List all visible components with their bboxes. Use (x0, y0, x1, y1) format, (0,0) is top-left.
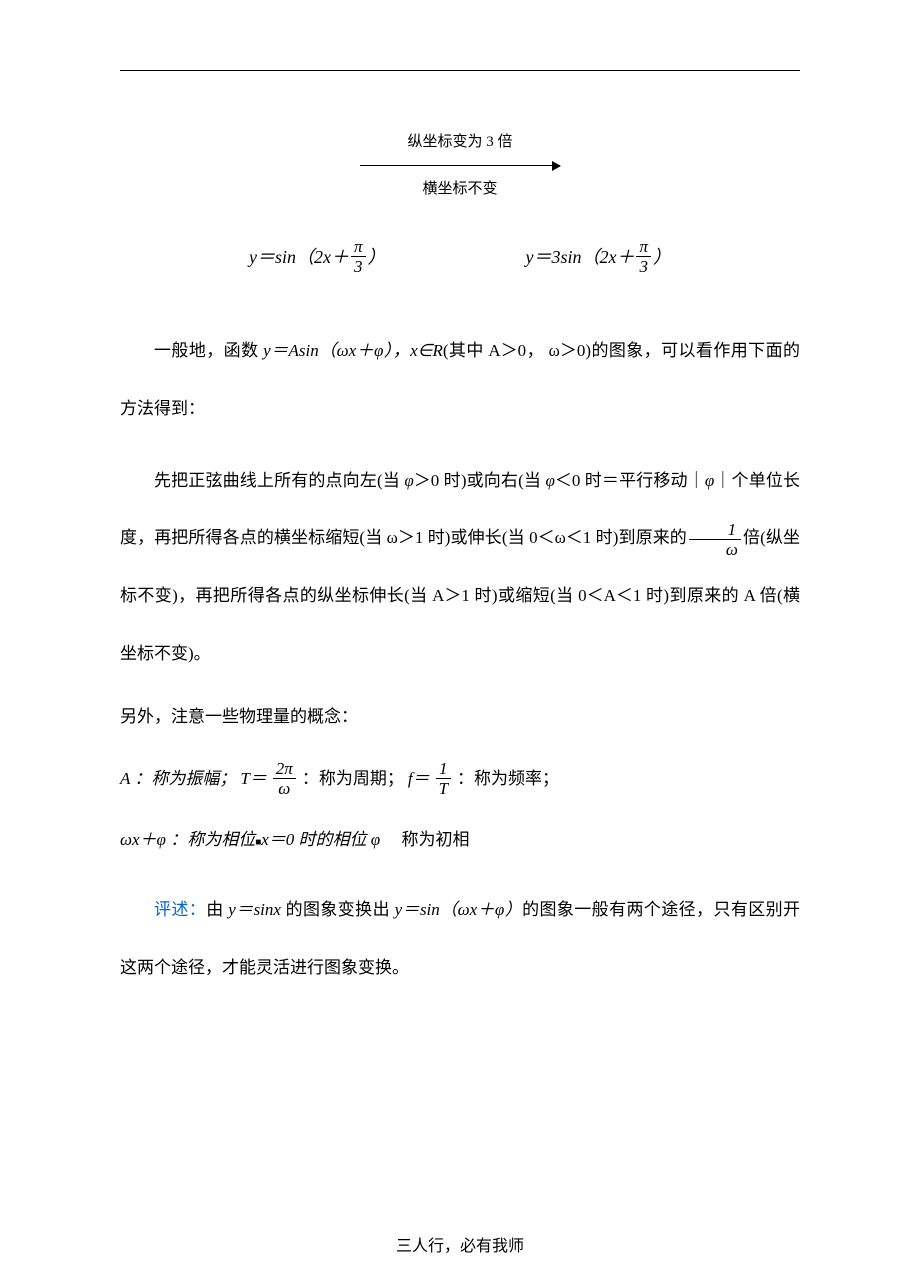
math-expr: y＝sin（ωx＋φ） (395, 900, 523, 919)
content-area: 纵坐标变为 3 倍 横坐标不变 y＝sin（2x＋ π 3 ） y＝3sin（2… (120, 121, 800, 996)
phi-symbol: φ (545, 471, 554, 490)
equation-right: y＝3sin（2x＋ π 3 ） (526, 232, 672, 282)
document-page: 纵坐标变为 3 倍 横坐标不变 y＝sin（2x＋ π 3 ） y＝3sin（2… (0, 0, 920, 1284)
fraction-1-T: 1 T (436, 760, 451, 797)
fraction-2pi-omega: 2π ω (273, 760, 296, 797)
frac-num: π (351, 238, 366, 255)
definitions-line-1: A ：称为振幅； T＝ 2π ω ：称为周期； f＝ 1 T ：称为频率； (120, 752, 800, 806)
paragraph-method: 先把正弦曲线上所有的点向左(当 φ＞0 时)或向右(当 φ＜0 时＝平行移动｜φ… (120, 452, 800, 683)
text: ＞0 时)或向右(当 (414, 471, 546, 490)
period-def-a: T＝ (240, 752, 266, 806)
arrow-bottom-label: 横坐标不变 (360, 168, 560, 210)
text: 由 (206, 900, 228, 919)
eq-left-suffix: ） (368, 232, 386, 282)
text: 的图象变换出 (281, 900, 395, 919)
text: 先把正弦曲线上所有的点向左(当 (154, 471, 404, 490)
frac-num: 1 (691, 521, 740, 538)
period-def-b: ：称为周期； (302, 752, 404, 806)
math-expr: y＝sinx (228, 900, 281, 919)
horizontal-rule (120, 70, 800, 71)
frac-den: 3 (637, 258, 652, 275)
arrow-wrap: 纵坐标变为 3 倍 横坐标不变 (360, 121, 560, 210)
review-label: 评述： (154, 900, 206, 919)
paragraph-general: 一般地，函数 y＝Asin（ωx＋φ），x∈R(其中 A＞0， ω＞0)的图象，… (120, 322, 800, 438)
paragraph-review: 评述：由 y＝sinx 的图象变换出 y＝sin（ωx＋φ）的图象一般有两个途径… (120, 881, 800, 997)
frac-num: 1 (436, 760, 451, 777)
phi-symbol: φ (404, 471, 413, 490)
eq-right-prefix: y＝3sin（2x＋ (526, 232, 635, 282)
fraction-pi-3-right: π 3 (636, 238, 651, 275)
fraction-pi-3-left: π 3 (351, 238, 366, 275)
frac-num: π (636, 238, 651, 255)
amplitude-def: A ：称为振幅； (120, 752, 236, 806)
phase-def-c: 称为初相 (401, 830, 469, 849)
page-footer: 三人行，必有我师 (0, 1232, 920, 1256)
transformation-arrow: 纵坐标变为 3 倍 横坐标不变 (120, 121, 800, 212)
fraction-1-omega: 1ω (689, 521, 741, 558)
phi-symbol: φ (705, 471, 714, 490)
frac-den: T (436, 780, 451, 797)
freq-def-a: f＝ (408, 752, 430, 806)
freq-def-b: ：称为频率； (457, 752, 559, 806)
text: 一般地，函数 (154, 341, 263, 360)
eq-left-prefix: y＝sin（2x＋ (249, 232, 349, 282)
frac-den: 3 (351, 258, 366, 275)
paragraph-physics-intro: 另外，注意一些物理量的概念： (120, 697, 800, 738)
math-expr: y＝Asin（ωx＋φ），x∈R (263, 341, 443, 360)
frac-num: 2π (273, 760, 296, 777)
phase-def-b: x＝0 时的相位 φ (261, 830, 380, 849)
frac-den: ω (275, 780, 293, 797)
definitions-line-2: ωx＋φ ：称为相位■x＝0 时的相位 φ 称为初相 (120, 820, 800, 861)
eq-right-suffix: ） (653, 232, 671, 282)
equation-row: y＝sin（2x＋ π 3 ） y＝3sin（2x＋ π 3 ） (120, 232, 800, 282)
arrow-line (360, 165, 560, 166)
equation-left: y＝sin（2x＋ π 3 ） (249, 232, 386, 282)
text: ＜0 时＝平行移动｜ (555, 471, 705, 490)
arrow-top-label: 纵坐标变为 3 倍 (360, 121, 560, 163)
phase-def-a: ωx＋φ ：称为相位 (120, 830, 255, 849)
frac-den: ω (689, 541, 741, 558)
